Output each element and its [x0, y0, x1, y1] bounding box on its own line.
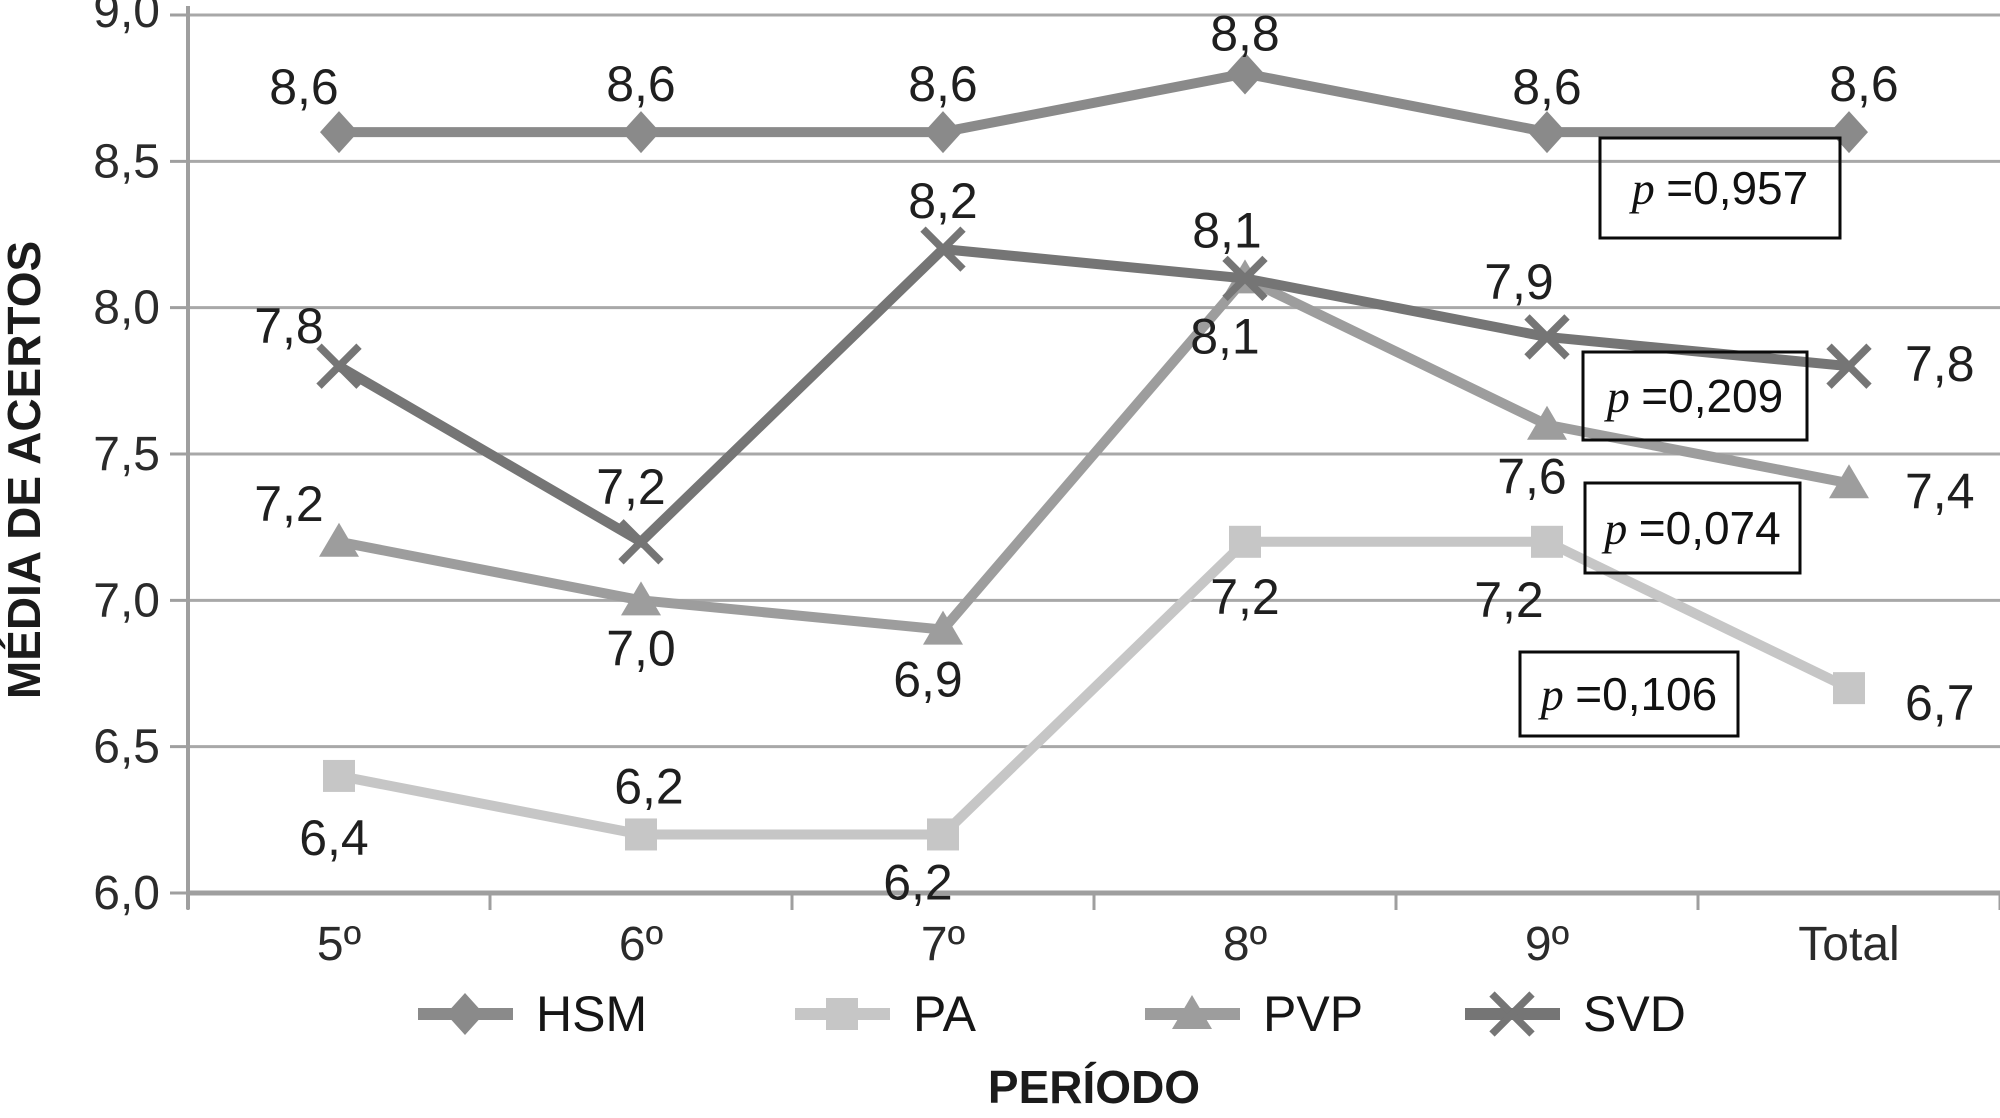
- p-value-box: [1598, 136, 1842, 240]
- pa-data-label: 6,4: [299, 810, 369, 866]
- pvp-data-label: 7,2: [254, 476, 324, 532]
- pvp-line: [338, 272, 1850, 635]
- legend-item-pvp: PVP: [1145, 986, 1363, 1042]
- pvp-triangle-marker: [923, 610, 963, 645]
- hsm-diamond-marker: [320, 111, 358, 154]
- pvp-data-label: 6,9: [893, 652, 963, 708]
- x-category-label: 5º: [317, 918, 361, 971]
- pa-data-label: 6,7: [1905, 675, 1975, 731]
- svd-data-label: 7,8: [254, 298, 324, 354]
- p-value-box: [1583, 481, 1802, 575]
- svd-x-marker: [1826, 343, 1872, 389]
- series-hsm: 8,6 8,6 8,6 8,8 8,6 8,6: [269, 6, 1899, 154]
- x-category-label: 7º: [921, 918, 965, 971]
- p-value-text: p =0,074: [1601, 502, 1780, 554]
- y-tick-label: 9,0: [93, 0, 160, 38]
- pvp-triangle-marker: [1829, 464, 1869, 499]
- svd-x-marker: [920, 226, 966, 272]
- y-axis-title: MÉDIA DE ACERTOS: [0, 241, 50, 699]
- hsm-data-label: 8,6: [1829, 56, 1899, 112]
- hsm-diamond-marker: [1226, 52, 1264, 95]
- svd-data-label: 7,8: [1905, 336, 1975, 392]
- pa-data-label: 6,2: [883, 854, 953, 910]
- pvp-triangle-marker: [621, 581, 661, 616]
- pa-square-marker: [927, 818, 959, 851]
- legend-label: PVP: [1263, 986, 1363, 1042]
- series-pvp: 7,2 7,0 6,9 8,1 7,6 7,4: [254, 259, 1975, 708]
- p-value-text: p =0,209: [1604, 370, 1783, 422]
- legend-square-marker: [826, 998, 858, 1030]
- y-tick-label: 7,0: [93, 574, 160, 627]
- svd-data-label: 7,9: [1484, 254, 1554, 310]
- pvp-data-label: 7,4: [1905, 463, 1975, 519]
- y-tick-label: 6,0: [93, 867, 160, 920]
- pa-data-label: 7,2: [1210, 569, 1280, 625]
- legend-item-svd: SVD: [1465, 986, 1686, 1042]
- hsm-data-label: 8,6: [269, 59, 339, 115]
- pa-square-marker: [1229, 525, 1261, 558]
- y-tick-label: 8,5: [93, 135, 160, 188]
- legend-label: HSM: [536, 986, 647, 1042]
- pa-square-marker: [625, 818, 657, 851]
- grid-layer: 9,0 8,5 8,0 7,5 7,0 6,5 6,0 5º 6º 7º 8º 9º Total: [93, 0, 2000, 971]
- series-svd: 7,8 7,2 8,2 8,1 7,9 7,8: [254, 173, 1975, 565]
- pa-square-marker: [323, 759, 355, 792]
- pvp-data-label: 7,0: [606, 620, 676, 676]
- legend: HSM PA PVP SVD: [418, 986, 1686, 1042]
- legend-triangle-marker: [1172, 995, 1212, 1029]
- hsm-data-label: 8,6: [908, 56, 978, 112]
- hsm-data-label: 8,6: [606, 56, 676, 112]
- legend-diamond-marker: [446, 993, 484, 1035]
- annotation-layer: p =0,957 p =0,209 p =0,074 p =0,106: [1518, 136, 1842, 738]
- svd-x-marker: [1524, 314, 1570, 360]
- legend-item-pa: PA: [795, 986, 977, 1042]
- legend-label: PA: [913, 986, 977, 1042]
- pvp-triangle-marker: [1527, 405, 1567, 440]
- hsm-diamond-marker: [1528, 111, 1566, 154]
- x-category-label: 6º: [619, 918, 663, 971]
- svd-x-marker: [316, 343, 362, 389]
- pa-line: [338, 536, 1852, 840]
- pa-data-label: 7,2: [1474, 572, 1544, 628]
- pa-square-marker: [1531, 525, 1563, 558]
- y-tick-label: 8,0: [93, 282, 160, 335]
- y-tick-label: 7,5: [93, 428, 160, 481]
- svd-data-label: 8,1: [1192, 202, 1262, 258]
- hsm-diamond-marker: [1830, 111, 1868, 154]
- pvp-data-label: 7,6: [1497, 449, 1567, 505]
- series-layer: 6,46,26,27,2 7,26,77,27,06,98,17,6 7,47,87…: [254, 6, 1974, 911]
- p-value-text: p =0,106: [1538, 668, 1717, 720]
- hsm-data-label: 8,6: [1512, 59, 1582, 115]
- x-category-label: Total: [1798, 918, 1899, 971]
- x-axis-title: PERÍODO: [988, 1061, 1200, 1113]
- svd-data-label: 7,2: [596, 459, 666, 515]
- p-value-box: [1518, 650, 1740, 738]
- y-tick-label: 6,5: [93, 721, 160, 774]
- x-category-label: 9º: [1525, 918, 1569, 971]
- pa-data-label: 6,2: [614, 758, 684, 814]
- pvp-triangle-marker: [319, 522, 359, 557]
- legend-item-hsm: HSM: [418, 986, 647, 1042]
- hsm-data-label: 8,8: [1210, 6, 1280, 62]
- hsm-line: [339, 68, 1849, 138]
- x-category-label: 8º: [1223, 918, 1267, 971]
- pa-square-marker: [1833, 672, 1865, 705]
- p-value-box: [1581, 350, 1809, 442]
- pvp-data-label: 8,1: [1190, 308, 1260, 364]
- series-pa: 6,4 6,2 6,2 7,2 7,2 6,7: [299, 525, 1975, 910]
- svd-x-marker: [618, 519, 664, 565]
- svd-x-marker: [1222, 255, 1268, 302]
- legend-label: SVD: [1583, 986, 1686, 1042]
- legend-x-marker: [1489, 991, 1535, 1037]
- p-value-text: p =0,957: [1629, 162, 1808, 214]
- hsm-diamond-marker: [924, 111, 962, 154]
- svd-data-label: 8,2: [908, 173, 978, 229]
- svd-line: [336, 243, 1850, 549]
- hsm-diamond-marker: [622, 111, 660, 154]
